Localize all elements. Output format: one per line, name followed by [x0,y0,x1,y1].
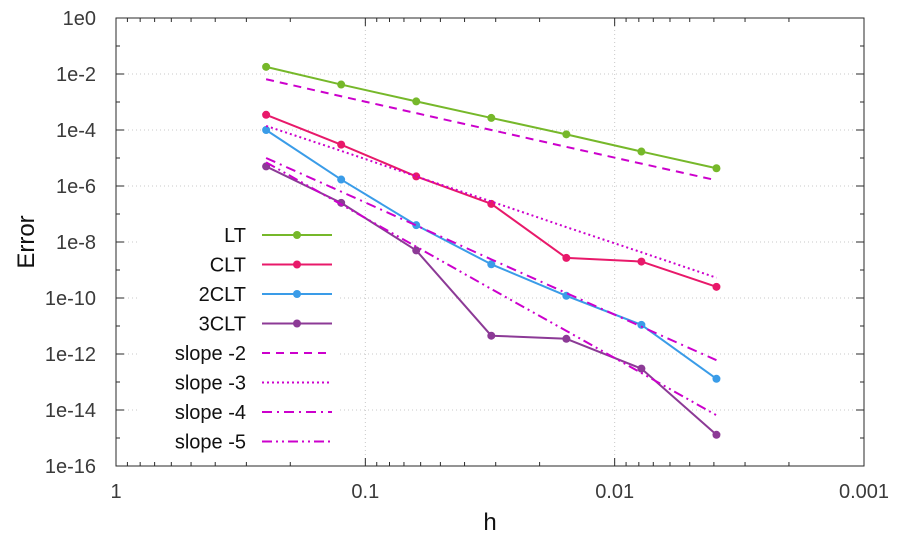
legend-label-lt: LT [224,225,246,247]
series-line-slope-5 [265,161,717,417]
x-tick-label: 0.1 [351,481,379,503]
legend-background [138,213,338,457]
legend-label-3clt: 3CLT [199,314,246,336]
legend-marker-3clt [293,319,301,328]
data-point-lt [487,113,496,122]
y-axis-title: Error [13,215,40,268]
legend-label-slope-5: slope -5 [175,432,246,454]
data-point-3clt [337,198,346,207]
legend-marker-lt [293,231,301,239]
x-tick-label: 1 [110,481,121,503]
axes: 1 0.1 0.01 0.001 1e0 1e-2 1e-4 1e-6 1e-8 1e-10 1e-… [45,8,889,503]
y-tick-label: 1e-16 [45,456,96,478]
data-point-lt [712,164,721,173]
data-point-lt [412,97,421,106]
y-tick-label: 1e-10 [45,288,96,310]
data-point-lt [262,62,271,71]
legend: LT CLT 2CLT 3CLT slope -2 slope -3 slope -4 slo… [138,213,338,457]
y-tick-label: 1e-14 [45,400,96,422]
data-point-3clt [637,364,646,373]
data-point-clt [562,253,571,262]
series-line-slope-2 [265,78,717,182]
legend-marker-2clt [293,290,301,298]
x-axis-title: h [483,509,496,536]
data-point-clt [412,172,421,181]
y-tick-label: 1e0 [63,8,96,30]
legend-label-slope-2: slope -2 [175,343,246,365]
data-point-clt [337,140,346,149]
data-point-3clt [487,331,496,340]
data-point-2clt [262,126,271,134]
data-point-lt [337,80,346,89]
y-tick-label: 1e-8 [56,232,96,254]
data-point-clt [712,282,721,291]
data-point-2clt [412,221,421,230]
y-tick-label: 1e-2 [56,64,96,86]
data-point-2clt [637,320,646,329]
legend-marker-clt [293,260,301,269]
legend-label-2clt: 2CLT [199,284,246,306]
legend-label-slope-3: slope -3 [175,373,246,395]
x-tick-label: 0.01 [595,481,634,503]
y-tick-label: 1e-4 [56,120,96,142]
data-point-lt [637,147,646,156]
series-line-slope-3 [265,124,717,279]
series-line-slope-4 [265,157,717,362]
data-point-2clt [712,374,721,383]
y-tick-label: 1e-12 [45,344,96,366]
series-lines [262,62,721,439]
y-tick-label: 1e-6 [56,176,96,198]
legend-label-clt: CLT [210,255,246,277]
data-point-3clt [562,334,571,343]
data-point-3clt [412,246,421,255]
x-tick-label: 0.001 [839,481,889,503]
data-point-clt [262,110,271,119]
data-point-2clt [562,291,571,300]
data-point-3clt [712,430,721,439]
data-point-2clt [337,175,346,184]
legend-label-slope-4: slope -4 [175,402,246,424]
data-point-2clt [487,260,496,269]
data-point-clt [637,257,646,266]
data-point-lt [562,130,571,139]
data-point-clt [487,199,496,208]
